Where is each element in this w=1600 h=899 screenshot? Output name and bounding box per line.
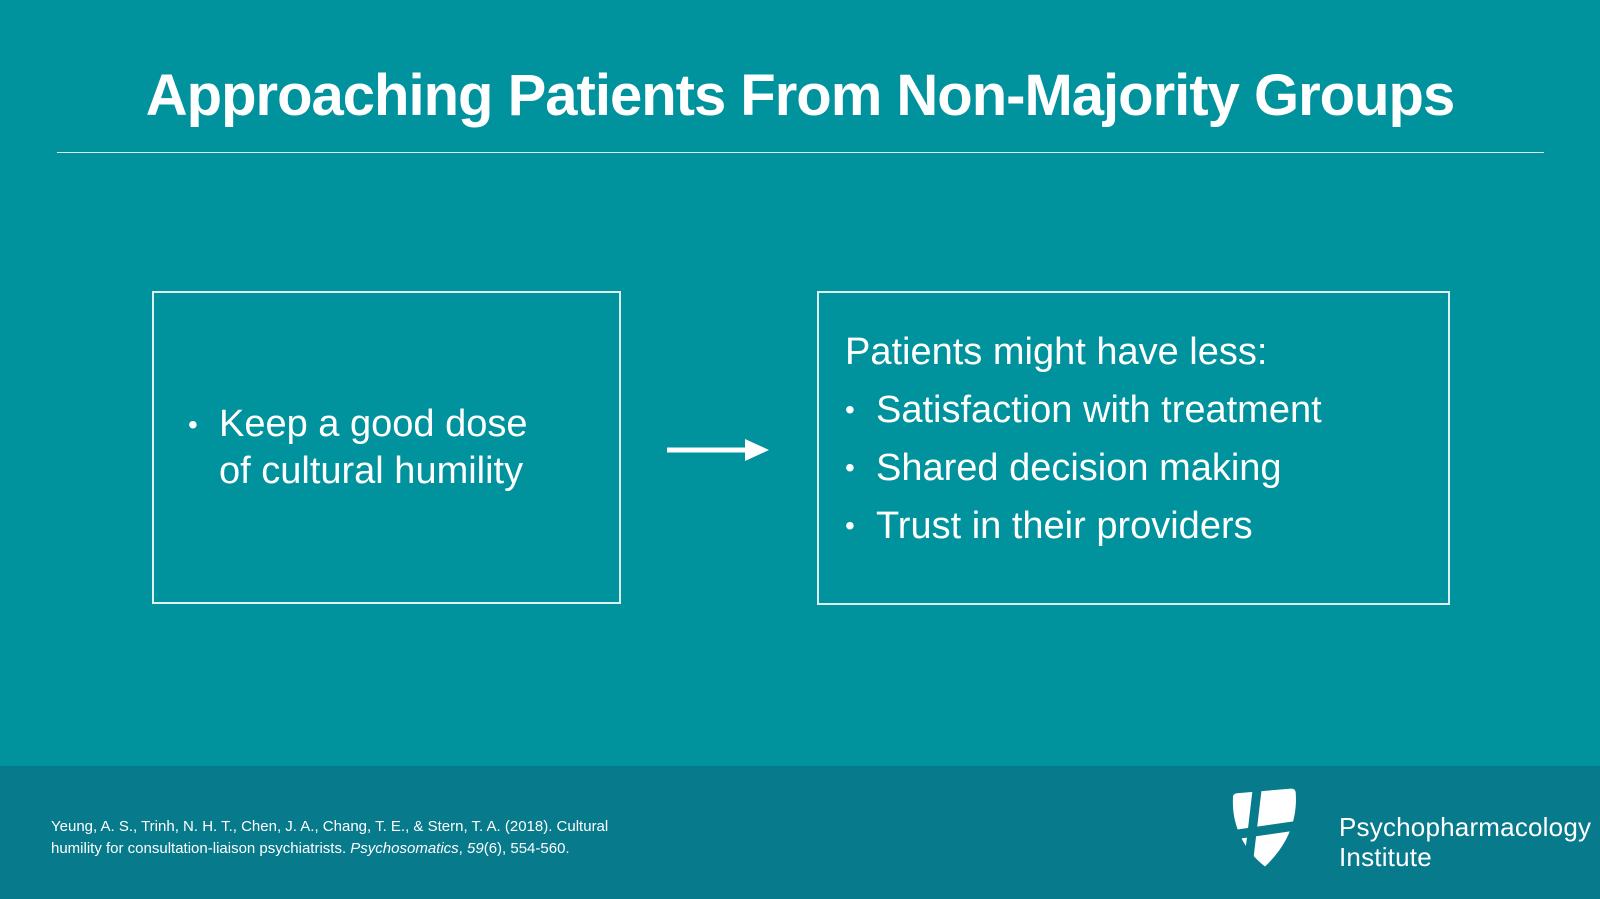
right-box-heading: Patients might have less: [845,331,1268,373]
footer-band: Yeung, A. S., Trinh, N. H. T., Chen, J. … [0,766,1600,899]
citation-volume: 59 [467,839,484,857]
list-item: • Keep a good dose of cultural humility [188,401,569,495]
bullet-icon: • [845,510,855,541]
list-item: • Shared decision making [845,439,1430,497]
citation: Yeung, A. S., Trinh, N. H. T., Chen, J. … [51,816,608,859]
right-arrow-icon [667,439,769,461]
citation-line-1: Yeung, A. S., Trinh, N. H. T., Chen, J. … [51,818,609,835]
left-box-bullet-text: Keep a good dose of cultural humility [219,402,528,492]
citation-line-2: humility for consultation-liaison psychi… [51,838,608,860]
citation-segment: , [458,839,468,857]
slide-title: Approaching Patients From Non-Majority G… [145,63,1455,128]
right-box-bullet-text: Trust in their providers [876,505,1253,547]
list-item: • Satisfaction with treatment [845,381,1430,439]
citation-journal: Psychosomatics [350,839,459,857]
title-divider [57,152,1544,153]
citation-segment: humility for consultation-liaison psychi… [51,839,351,857]
bullet-icon: • [845,394,855,425]
logo-wordmark: Psychopharmacology Institute [1339,812,1591,872]
logo: Psychopharmacology Institute [1227,786,1591,872]
right-box-bullet-text: Satisfaction with treatment [876,389,1322,431]
citation-segment: (6), 554-560. [483,839,570,857]
right-box: Patients might have less: • Satisfaction… [817,291,1450,605]
right-box-bullet-text: Shared decision making [876,447,1282,489]
bullet-icon: • [188,408,198,440]
left-box: • Keep a good dose of cultural humility [152,291,621,604]
logo-line-2: Institute [1339,842,1432,872]
shield-cross-icon [1227,786,1303,871]
logo-line-1: Psychopharmacology [1339,812,1592,842]
bullet-icon: • [845,452,855,483]
list-item: • Trust in their providers [845,497,1430,555]
